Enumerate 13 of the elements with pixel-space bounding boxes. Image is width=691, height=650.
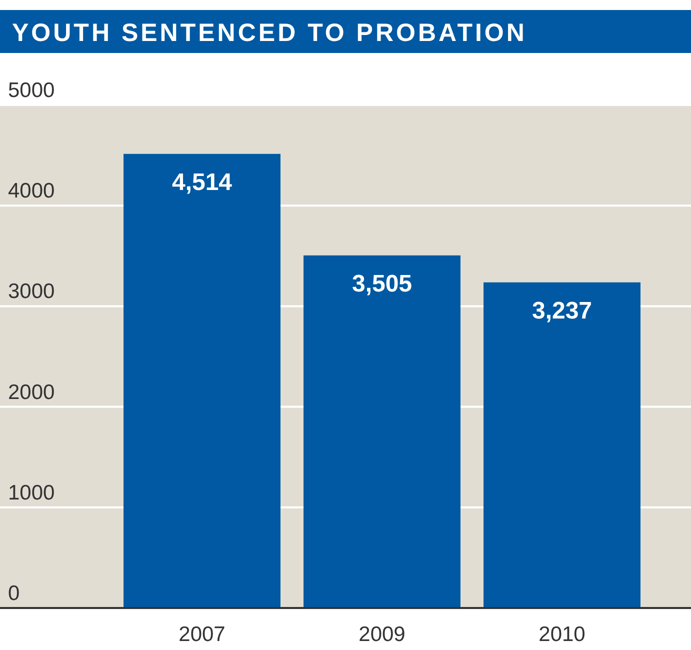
x-tick-label: 2009 — [358, 623, 406, 646]
y-tick-label: 1000 — [8, 481, 55, 504]
x-tick-label: 2007 — [178, 623, 226, 646]
y-tick-label: 3000 — [8, 280, 55, 304]
data-label: 3,505 — [352, 270, 412, 298]
data-label: 4,514 — [172, 168, 233, 196]
data-label: 3,237 — [532, 297, 592, 324]
y-tick-label: 0 — [8, 582, 20, 605]
chart-title: YOUTH SENTENCED TO PROBATION — [12, 19, 527, 47]
y-tick-label: 4000 — [8, 180, 55, 203]
y-tick-label: 2000 — [8, 380, 55, 404]
x-tick-label: 2010 — [538, 623, 586, 646]
y-tick-label: 5000 — [8, 79, 55, 102]
